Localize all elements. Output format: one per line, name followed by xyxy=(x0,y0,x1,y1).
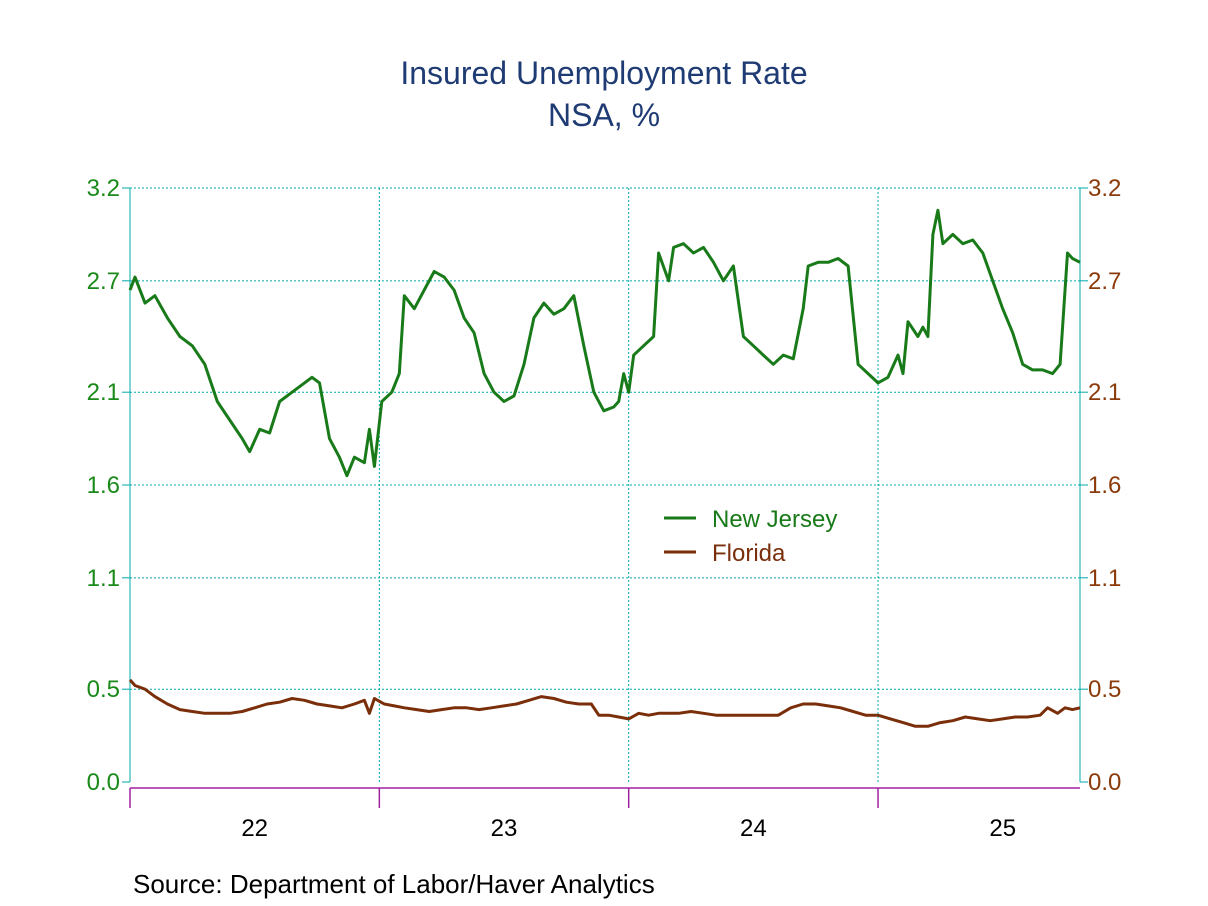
legend-label-florida: Florida xyxy=(712,540,786,567)
y-tick-label-right: 1.6 xyxy=(1088,472,1121,499)
y-tick-label-left: 0.5 xyxy=(87,676,120,703)
legend-label-new-jersey: New Jersey xyxy=(712,506,837,533)
grid-layer xyxy=(129,187,1081,782)
y-tick-label-left: 2.7 xyxy=(87,268,120,295)
x-tick-label: 25 xyxy=(989,815,1016,842)
chart-subtitle: NSA, % xyxy=(548,97,660,133)
y-tick-label-right: 0.5 xyxy=(1088,676,1121,703)
series-line-florida xyxy=(128,678,1081,728)
source-note: Source: Department of Labor/Haver Analyt… xyxy=(133,869,655,899)
y-tick-label-right: 3.2 xyxy=(1088,175,1121,202)
y-tick-label-left: 2.1 xyxy=(87,379,120,406)
y-tick-label-left: 3.2 xyxy=(87,175,120,202)
y-tick-label-right: 2.1 xyxy=(1088,379,1121,406)
y-tick-label-right: 0.0 xyxy=(1088,769,1121,796)
x-tick-label: 24 xyxy=(740,815,767,842)
x-tick-label: 23 xyxy=(491,815,518,842)
y-tick-label-left: 1.1 xyxy=(87,565,120,592)
legend: New Jersey Florida xyxy=(664,506,837,567)
y-tick-label-right: 1.1 xyxy=(1088,565,1121,592)
y-tick-label-left: 1.6 xyxy=(87,472,120,499)
chart-title: Insured Unemployment Rate xyxy=(400,55,807,91)
series-line-new-jersey xyxy=(128,208,1081,478)
series-layer xyxy=(128,208,1081,728)
x-tick-label: 22 xyxy=(241,815,268,842)
axis-layer: 0.0 0.0 0.5 0.5 1.1 1.1 1.6 1.6 2.1 2.1 2.7 2.7 3.2 3… xyxy=(87,175,1122,842)
y-tick-label-left: 0.0 xyxy=(87,769,120,796)
y-tick-label-right: 2.7 xyxy=(1088,268,1121,295)
